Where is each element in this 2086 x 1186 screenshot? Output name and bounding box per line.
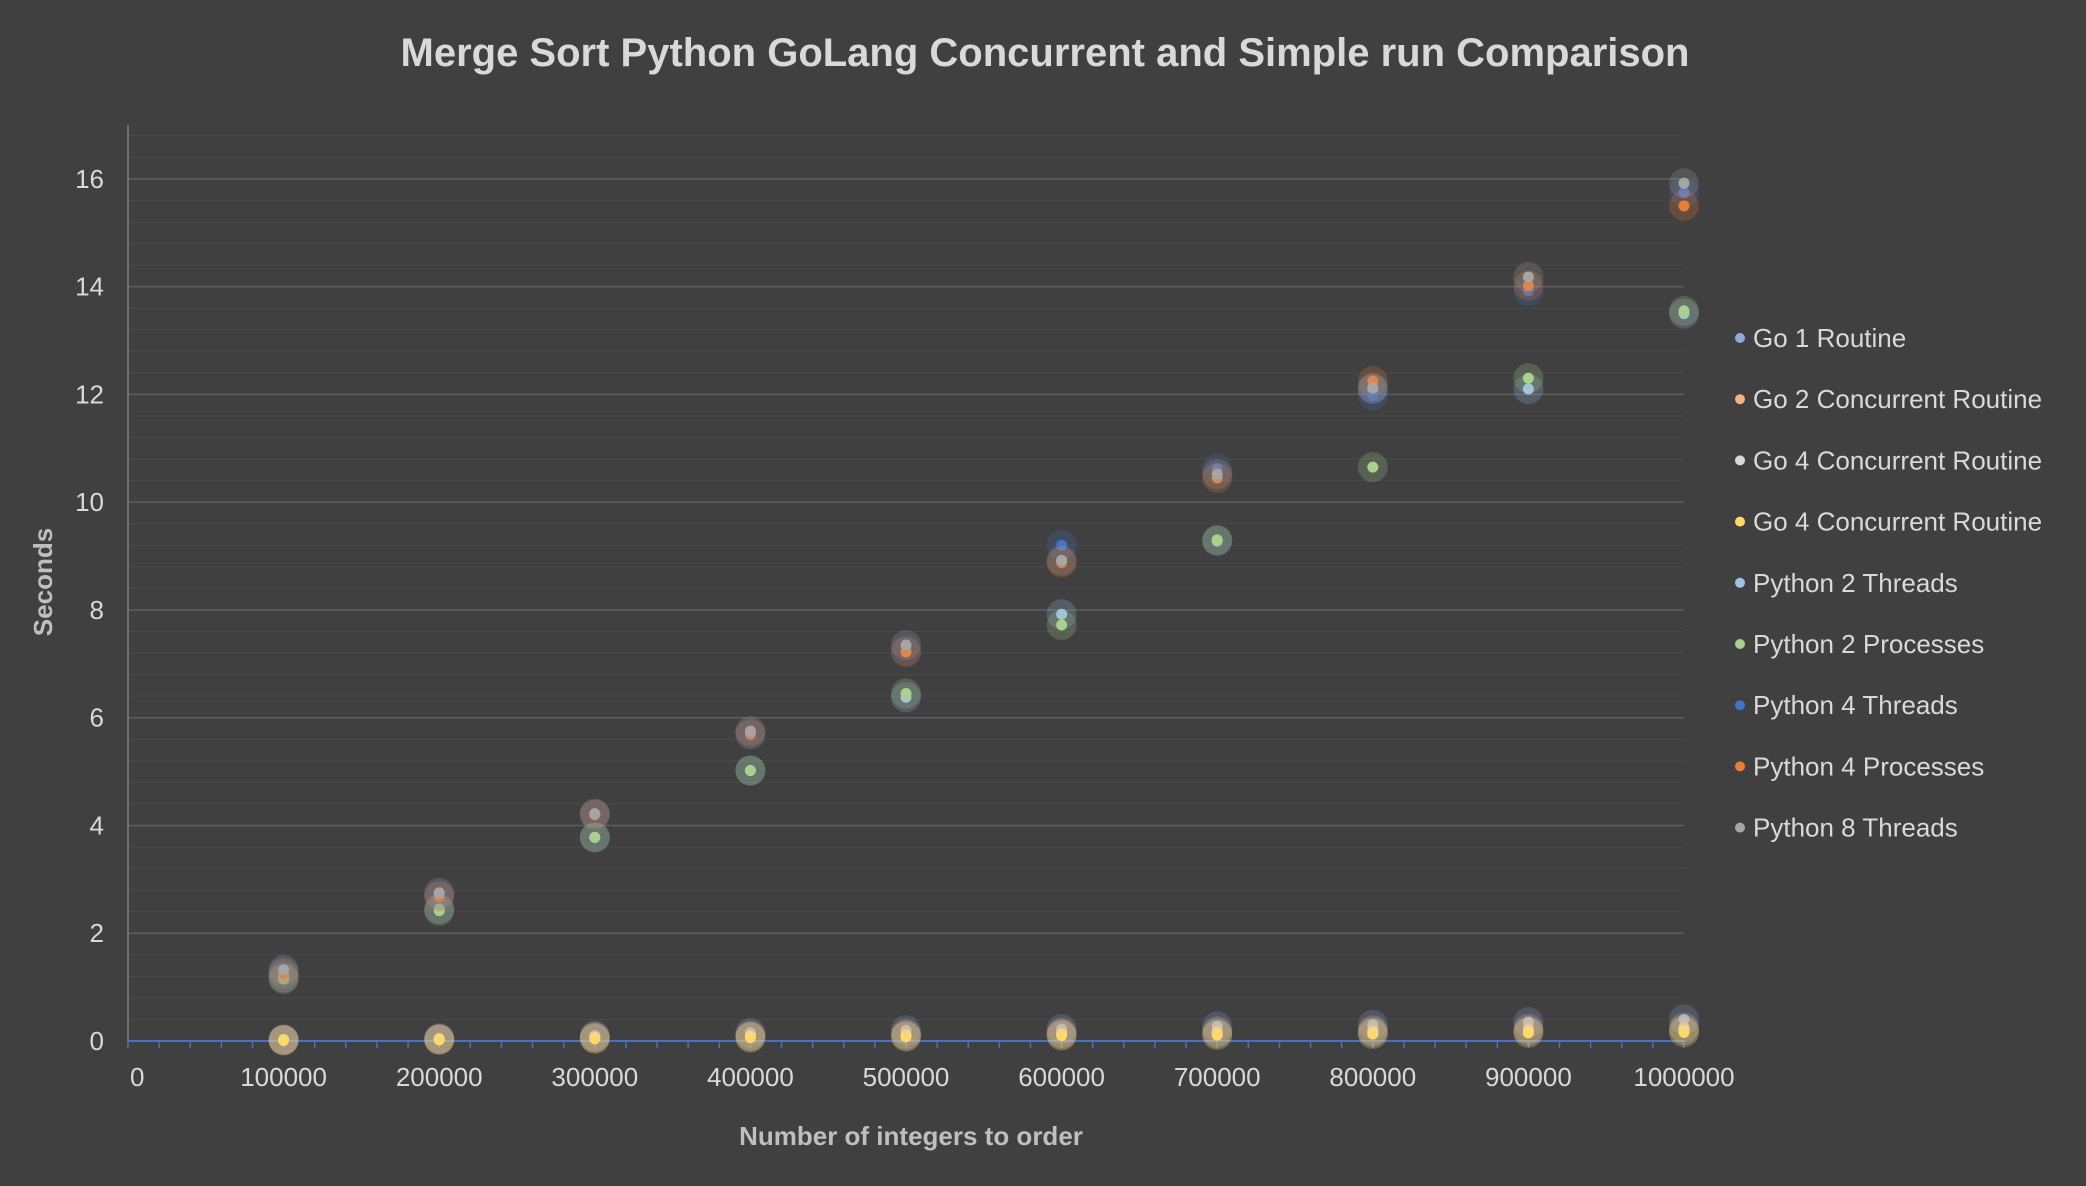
- legend: Go 1 Routine Go 2 Concurrent Routine Go 4 …: [1735, 323, 2042, 843]
- data-point: [433, 905, 445, 917]
- series-points: [268, 295, 1699, 995]
- legend-label: Go 1 Routine: [1753, 323, 1906, 353]
- data-point: [1056, 619, 1068, 631]
- data-point: [1522, 383, 1534, 395]
- legend-item: Go 1 Routine: [1735, 323, 1906, 353]
- x-tick-label: 800000: [1329, 1062, 1416, 1092]
- data-point: [1211, 1029, 1223, 1041]
- data-point: [278, 964, 290, 976]
- y-tick-label: 4: [90, 810, 104, 840]
- legend-item: Python 4 Threads: [1735, 690, 1958, 720]
- data-point: [589, 1033, 601, 1045]
- legend-item: Python 4 Processes: [1735, 751, 1984, 781]
- legend-marker: [1735, 822, 1745, 833]
- legend-label: Python 2 Processes: [1753, 629, 1984, 659]
- legend-label: Go 2 Concurrent Routine: [1753, 384, 2042, 414]
- series-points: [268, 1017, 1699, 1056]
- legend-marker: [1735, 761, 1745, 772]
- legend-marker: [1735, 577, 1745, 588]
- x-axis-title: Number of integers to order: [739, 1121, 1083, 1151]
- y-tick-label: 8: [90, 595, 104, 625]
- x-tick-label: 1000000: [1633, 1062, 1734, 1092]
- x-tick-labels: 0 100000 200000 300000 400000 500000 600000 700…: [130, 1062, 1735, 1092]
- legend-item: Python 2 Processes: [1735, 629, 1984, 659]
- data-point: [1678, 1026, 1690, 1038]
- data-point: [1367, 461, 1379, 473]
- x-tick-label: 900000: [1485, 1062, 1572, 1092]
- data-point: [744, 765, 756, 777]
- data-point: [1678, 1013, 1690, 1025]
- data-point: [1056, 608, 1068, 620]
- data-point: [1678, 186, 1690, 198]
- data-point: [1056, 554, 1068, 566]
- data-point: [1678, 177, 1690, 189]
- data-point: [1522, 271, 1534, 283]
- data-point: [900, 1031, 912, 1043]
- legend-item: Go 2 Concurrent Routine: [1735, 384, 2042, 414]
- legend-marker: [1735, 455, 1745, 466]
- data-point: [1211, 468, 1223, 480]
- legend-label: Go 4 Concurrent Routine: [1753, 507, 2042, 537]
- chart-title: Merge Sort Python GoLang Concurrent and …: [401, 31, 1690, 75]
- data-point: [1678, 200, 1690, 212]
- data-point: [589, 831, 601, 843]
- legend-item: Go 4 Concurrent Routine: [1735, 445, 2042, 475]
- data-point: [1367, 382, 1379, 394]
- data-point: [589, 808, 601, 820]
- legend-marker: [1735, 333, 1745, 343]
- x-tick-label: 300000: [551, 1062, 638, 1092]
- y-axis-title: Seconds: [28, 528, 58, 636]
- x-tick-label: 400000: [707, 1062, 794, 1092]
- data-point: [900, 687, 912, 699]
- x-tick-label: 0: [130, 1062, 144, 1092]
- x-tick-label: 100000: [240, 1062, 327, 1092]
- legend-marker: [1735, 700, 1745, 711]
- x-tick-label: 200000: [396, 1062, 483, 1092]
- data-point: [1211, 534, 1223, 546]
- legend-item: Python 2 Threads: [1735, 568, 1958, 598]
- data-point: [433, 887, 445, 899]
- legend-item: Go 4 Concurrent Routine: [1735, 507, 2042, 537]
- data-point: [1522, 372, 1534, 384]
- data-point: [1522, 1027, 1534, 1039]
- data-point: [1678, 305, 1690, 317]
- legend-label: Go 4 Concurrent Routine: [1753, 445, 2042, 475]
- x-tick-label: 700000: [1174, 1062, 1261, 1092]
- legend-item: Python 8 Threads: [1735, 813, 1958, 843]
- data-point: [1367, 1028, 1379, 1040]
- data-point: [1367, 389, 1379, 401]
- x-tick-label: 500000: [863, 1062, 950, 1092]
- data-point: [744, 725, 756, 737]
- data-point: [433, 1034, 445, 1046]
- data-points: [268, 168, 1699, 1056]
- y-tick-label: 6: [90, 703, 104, 733]
- y-tick-labels: 0 2 4 6 8 10 12 14 16: [75, 164, 104, 1056]
- legend-label: Python 2 Threads: [1753, 568, 1958, 598]
- legend-label: Python 8 Threads: [1753, 813, 1958, 843]
- y-tick-label: 0: [90, 1026, 104, 1056]
- legend-label: Python 4 Threads: [1753, 690, 1958, 720]
- x-tick-label: 600000: [1018, 1062, 1105, 1092]
- data-point: [1522, 280, 1534, 292]
- data-point: [1056, 1030, 1068, 1042]
- legend-marker: [1735, 516, 1745, 527]
- y-tick-label: 14: [75, 272, 104, 302]
- data-point: [900, 639, 912, 651]
- legend-marker: [1735, 394, 1745, 405]
- y-tick-label: 2: [90, 918, 104, 948]
- data-point: [1056, 539, 1068, 551]
- data-point: [744, 1032, 756, 1044]
- data-point: [278, 1034, 290, 1046]
- series-points: [268, 168, 1699, 985]
- y-tick-label: 10: [75, 487, 104, 517]
- gridlines: [128, 135, 1684, 1020]
- legend-marker: [1735, 639, 1745, 649]
- legend-label: Python 4 Processes: [1753, 751, 1984, 781]
- y-tick-label: 16: [75, 164, 104, 194]
- y-tick-label: 12: [75, 379, 104, 409]
